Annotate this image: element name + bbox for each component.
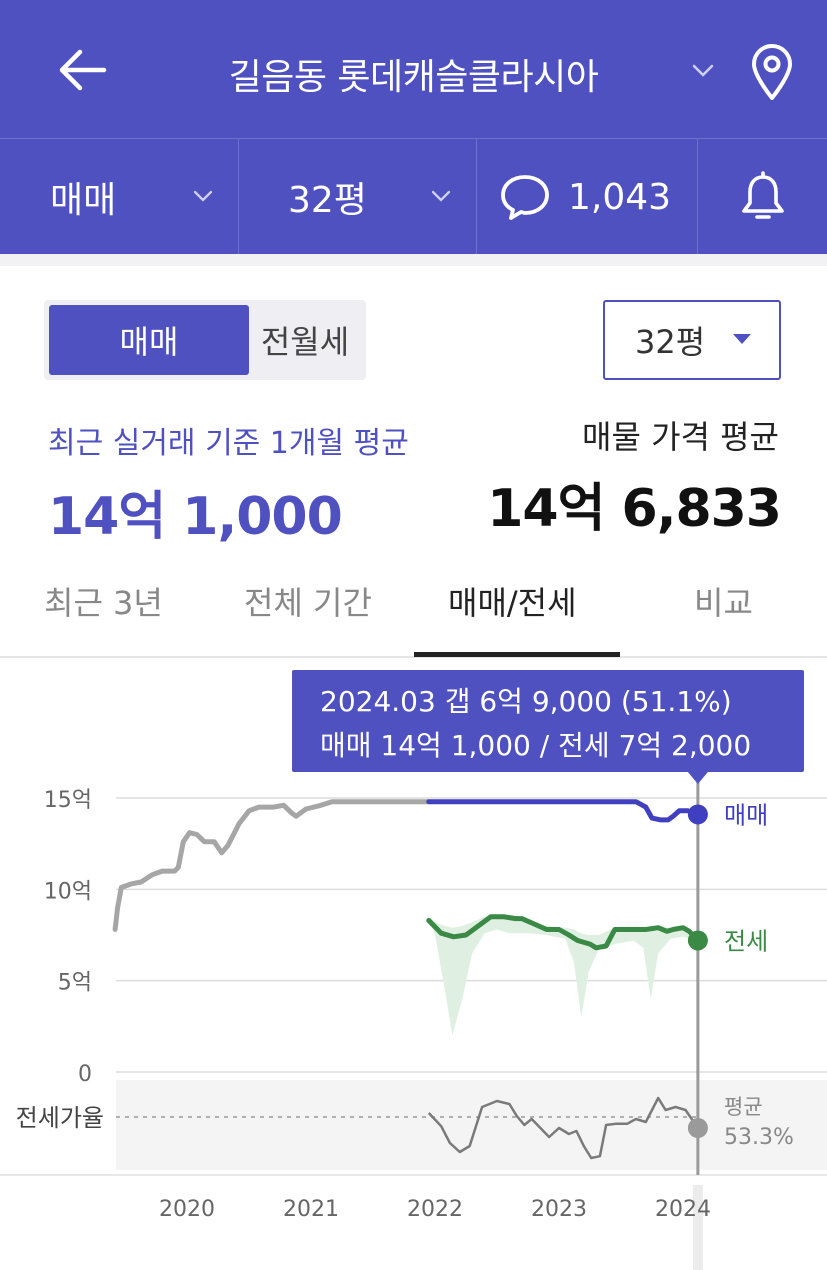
y-tick-label: 0 [78, 1062, 92, 1087]
x-tick-label: 2024 [655, 1197, 711, 1222]
size-filter-label: 32평 [288, 180, 367, 221]
recent-trade-label: 최근 실거래 기준 1개월 평균 [48, 426, 409, 461]
tooltip-gap-line: 2024.03 갭 6억 9,000 (51.1%) [320, 685, 732, 718]
x-tick-label: 2022 [407, 1197, 463, 1222]
bell-icon [742, 171, 784, 219]
tab-compare[interactable]: 비교 [694, 584, 753, 622]
cursor-scroll-track [692, 1185, 703, 1270]
sale-history-line [112, 799, 432, 932]
tab-sale-jeonse[interactable]: 매매/전세 [448, 584, 577, 622]
comments-count: 1,043 [568, 176, 672, 218]
deal-type-filter[interactable]: 매매 [50, 139, 235, 255]
deal-type-toggle: 매매 전월세 [44, 300, 366, 380]
tab-all-period[interactable]: 전체 기간 [244, 584, 372, 622]
y-tick-label: 10억 [44, 879, 92, 904]
ratio-average-value: 53.3% [724, 1125, 794, 1150]
ratio-end-marker [687, 1118, 708, 1138]
size-select[interactable]: 32평 [603, 300, 781, 380]
toggle-rent-button[interactable]: 전월세 [260, 323, 350, 361]
ratio-axis-label: 전세가율 [16, 1104, 104, 1132]
jeonse-ratio-line [427, 1096, 699, 1160]
ratio-average-label: 평균 [724, 1095, 763, 1119]
ratio-area-bg [116, 1080, 827, 1170]
app-header: 길음동 롯데캐슬클라시아 매매 32평 [0, 0, 827, 255]
back-button[interactable] [52, 44, 112, 96]
location-pin-icon [752, 44, 792, 100]
toggle-sale-button[interactable]: 매매 [49, 305, 249, 375]
location-button[interactable] [746, 42, 798, 102]
listing-price-label: 매물 가격 평균 [582, 418, 779, 456]
y-tick-label: 15억 [44, 788, 92, 813]
active-tab-indicator [414, 652, 620, 657]
header-top-bar: 길음동 롯데캐슬클라시아 [0, 0, 827, 138]
x-tick-label: 2023 [531, 1197, 587, 1222]
chevron-down-icon [431, 190, 451, 202]
apartment-title[interactable]: 길음동 롯데캐슬클라시아 [228, 57, 599, 98]
caret-down-icon [733, 334, 751, 344]
y-tick-label: 5억 [58, 971, 92, 996]
title-dropdown-button[interactable] [688, 56, 718, 86]
sale-series-label: 매매 [724, 801, 768, 829]
recent-trade-value: 14억 1,000 [48, 487, 343, 547]
speech-bubble-icon [501, 175, 549, 220]
header-filter-bar: 매매 32평 1,043 [0, 138, 827, 255]
sale-price-line [426, 799, 701, 823]
notification-button[interactable] [738, 139, 794, 255]
deal-type-label: 매매 [50, 180, 117, 221]
listing-price-value: 14억 6,833 [487, 479, 782, 539]
divider [697, 139, 698, 255]
tab-recent-3y[interactable]: 최근 3년 [44, 584, 163, 622]
sale-end-marker [687, 804, 708, 825]
back-arrow-icon [59, 49, 107, 91]
jeonse-end-marker [687, 930, 708, 951]
period-tabs: 최근 3년 전체 기간 매매/전세 비교 [0, 560, 827, 658]
size-filter[interactable]: 32평 [288, 139, 473, 255]
jeonse-series-label: 전세 [724, 927, 768, 955]
size-select-value: 32평 [635, 323, 706, 361]
section-gap [0, 254, 827, 266]
comments-button[interactable]: 1,043 [498, 139, 696, 255]
x-tick-label: 2020 [159, 1197, 215, 1222]
tooltip-pointer [687, 772, 708, 784]
jeonse-price-line [426, 914, 701, 951]
x-tick-label: 2021 [283, 1197, 339, 1222]
chevron-down-icon [193, 190, 213, 202]
chevron-down-icon [692, 64, 714, 77]
divider [238, 139, 239, 255]
divider [476, 139, 477, 255]
tooltip-price-line: 매매 14억 1,000 / 전세 7억 2,000 [320, 729, 752, 762]
chart-tooltip: 2024.03 갭 6억 9,000 (51.1%) 매매 14억 1,000 … [292, 670, 804, 772]
